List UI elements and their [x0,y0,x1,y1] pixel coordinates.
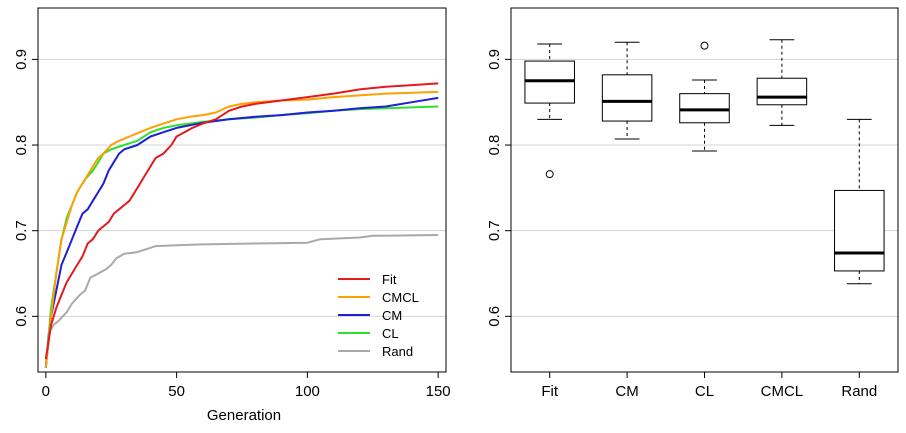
left-series-lines [44,82,439,368]
right-x-axis: Fit CM CL CMCL Rand [541,372,877,400]
left-plot-frame [37,7,447,373]
legend-label-cmcl: CMCL [382,290,419,305]
right-x-tick-label: CMCL [761,383,804,400]
right-y-tick-label: 0.8 [486,135,503,156]
right-y-tick-label: 0.7 [486,220,503,241]
right-x-tick-label: Fit [541,383,558,400]
left-x-tick-label: 50 [168,383,185,400]
box-cm [601,41,653,140]
box-iqr [679,93,730,124]
right-y-axis: 0.6 0.7 0.8 0.9 [486,49,511,327]
series-line-rand [44,234,439,368]
right-gridlines [511,58,898,317]
series-line-cm [44,96,439,368]
left-x-tick-label: 0 [42,383,50,400]
box-iqr [756,77,808,106]
outlier-point [700,41,709,50]
left-y-tick-label: 0.8 [13,135,30,156]
left-x-axis: 0 50 100 150 [42,372,451,400]
left-y-axis: 0.6 0.7 0.8 0.9 [13,49,38,327]
box-rand [834,118,885,285]
boxplot-boxes [524,39,885,285]
outlier-point [545,170,554,179]
box-fit [524,43,575,179]
legend-label-rand: Rand [382,344,413,359]
right-y-tick-label: 0.9 [486,49,503,70]
left-x-tick-label: 150 [426,383,451,400]
left-gridlines [38,58,446,317]
right-x-tick-label: CL [695,383,714,400]
left-y-tick-label: 0.7 [13,220,30,241]
box-cmcl [756,39,808,126]
series-line-cmcl [44,90,439,368]
x-axis-title: Generation [207,407,281,424]
legend-label-cm: CM [382,308,402,323]
right-y-tick-label: 0.6 [486,306,503,327]
right-x-tick-label: CM [615,383,638,400]
boxplot-panel: Fit CM CL CMCL Rand 0.60.70.80.9 [486,7,899,400]
legend-label-fit: Fit [382,272,397,287]
left-y-tick-label: 0.9 [13,49,30,70]
box-cl [679,41,730,152]
box-iqr [601,74,653,122]
left-y-tick-label: 0.6 [13,306,30,327]
box-iqr [834,189,885,272]
right-x-tick-label: Rand [841,383,877,400]
line-chart-panel: 0 50 100 150 0.60.70.80.9 Generation FitCMC… [13,7,451,424]
series-line-cl [44,105,439,368]
left-x-tick-label: 100 [295,383,320,400]
series-line-fit [44,82,439,360]
legend-label-cl: CL [382,326,399,341]
